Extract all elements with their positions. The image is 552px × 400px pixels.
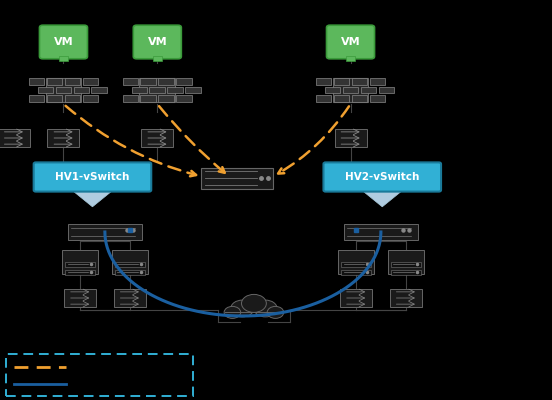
FancyBboxPatch shape (343, 224, 418, 240)
Bar (83, 78, 98, 85)
FancyBboxPatch shape (388, 250, 424, 274)
FancyBboxPatch shape (390, 289, 422, 307)
FancyBboxPatch shape (115, 262, 145, 267)
Bar (370, 78, 385, 85)
FancyBboxPatch shape (323, 162, 441, 192)
FancyBboxPatch shape (391, 262, 421, 267)
FancyBboxPatch shape (68, 224, 142, 240)
Bar (140, 78, 156, 85)
Circle shape (231, 300, 254, 317)
Circle shape (242, 294, 267, 312)
FancyBboxPatch shape (40, 25, 87, 59)
FancyBboxPatch shape (346, 56, 355, 61)
Bar (123, 78, 138, 85)
Circle shape (254, 300, 277, 317)
FancyBboxPatch shape (45, 78, 82, 102)
Bar (150, 87, 165, 93)
Polygon shape (362, 190, 403, 207)
FancyBboxPatch shape (201, 168, 273, 189)
Bar (343, 87, 358, 93)
Bar (158, 78, 174, 85)
FancyBboxPatch shape (141, 129, 173, 147)
FancyBboxPatch shape (0, 129, 30, 147)
Bar (176, 95, 192, 102)
Bar (29, 95, 45, 102)
Bar (158, 95, 174, 102)
Bar (56, 87, 71, 93)
Polygon shape (72, 190, 113, 207)
FancyBboxPatch shape (332, 78, 369, 102)
Text: VM: VM (147, 37, 167, 47)
FancyBboxPatch shape (59, 56, 68, 61)
Bar (316, 95, 331, 102)
FancyBboxPatch shape (338, 250, 374, 274)
FancyBboxPatch shape (134, 25, 181, 59)
Bar (65, 78, 81, 85)
FancyBboxPatch shape (115, 270, 145, 275)
Text: VM: VM (341, 37, 360, 47)
Bar (352, 78, 368, 85)
FancyBboxPatch shape (335, 129, 367, 147)
Bar (83, 95, 98, 102)
FancyBboxPatch shape (340, 289, 372, 307)
Bar (185, 87, 201, 93)
FancyBboxPatch shape (114, 289, 146, 307)
Bar (360, 87, 376, 93)
FancyBboxPatch shape (64, 289, 96, 307)
Bar (140, 95, 156, 102)
FancyBboxPatch shape (327, 25, 374, 59)
FancyBboxPatch shape (341, 270, 371, 275)
FancyBboxPatch shape (47, 129, 79, 147)
FancyBboxPatch shape (65, 262, 95, 267)
FancyBboxPatch shape (391, 270, 421, 275)
Bar (176, 78, 192, 85)
FancyBboxPatch shape (62, 250, 98, 274)
Bar (65, 95, 81, 102)
Bar (131, 87, 147, 93)
Bar (46, 95, 62, 102)
Bar (123, 95, 138, 102)
FancyBboxPatch shape (34, 162, 151, 192)
Bar (333, 78, 349, 85)
FancyBboxPatch shape (153, 56, 162, 61)
Bar (352, 95, 368, 102)
Circle shape (267, 306, 284, 318)
Bar (379, 87, 394, 93)
FancyBboxPatch shape (65, 270, 95, 275)
Bar (38, 87, 54, 93)
FancyBboxPatch shape (341, 262, 371, 267)
Bar (333, 95, 349, 102)
Bar (29, 78, 45, 85)
FancyBboxPatch shape (112, 250, 147, 274)
Text: VM: VM (54, 37, 73, 47)
Text: HV1-vSwitch: HV1-vSwitch (55, 172, 130, 182)
Bar (370, 95, 385, 102)
Bar (167, 87, 183, 93)
Text: HV2-vSwitch: HV2-vSwitch (345, 172, 420, 182)
Bar (46, 78, 62, 85)
Bar (73, 87, 89, 93)
Bar (316, 78, 331, 85)
FancyBboxPatch shape (139, 78, 175, 102)
Circle shape (224, 306, 241, 318)
Bar (325, 87, 341, 93)
Bar (92, 87, 107, 93)
